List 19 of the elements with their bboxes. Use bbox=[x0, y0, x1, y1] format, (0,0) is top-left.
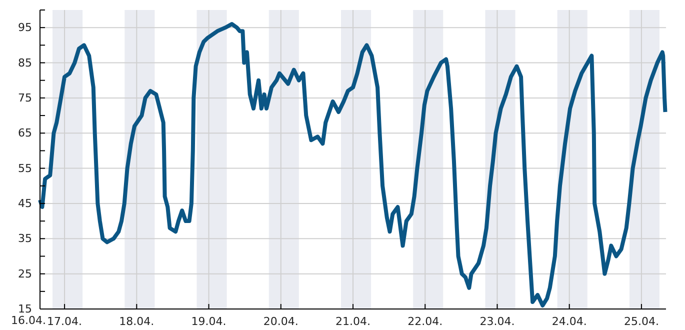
x-tick-label: 19.04. bbox=[191, 314, 226, 328]
y-tick-label: 55 bbox=[18, 162, 32, 175]
x-tick-label: 23.04. bbox=[480, 314, 515, 328]
y-tick-label: 15 bbox=[18, 302, 32, 316]
y-tick-label: 35 bbox=[18, 232, 32, 246]
x-tick-label: 22.04. bbox=[408, 314, 443, 328]
y-tick-label: 65 bbox=[18, 126, 32, 140]
y-tick-label: 25 bbox=[18, 267, 32, 280]
x-tick-label: 25.04. bbox=[624, 314, 659, 328]
y-tick-label: 95 bbox=[18, 21, 32, 34]
x-tick-label: 21.04. bbox=[336, 314, 370, 328]
text: 16.04. bbox=[11, 314, 46, 327]
y-tick-label: 45 bbox=[18, 196, 32, 210]
x-tick-label: 20.04. bbox=[263, 314, 298, 328]
x-tick-label: 18.04. bbox=[119, 314, 154, 328]
y-tick-label: 85 bbox=[18, 56, 32, 70]
x-tick-label: 17.04. bbox=[47, 314, 82, 328]
y-tick-label: 75 bbox=[18, 91, 32, 104]
x-tick-label: 24.04. bbox=[552, 314, 587, 328]
